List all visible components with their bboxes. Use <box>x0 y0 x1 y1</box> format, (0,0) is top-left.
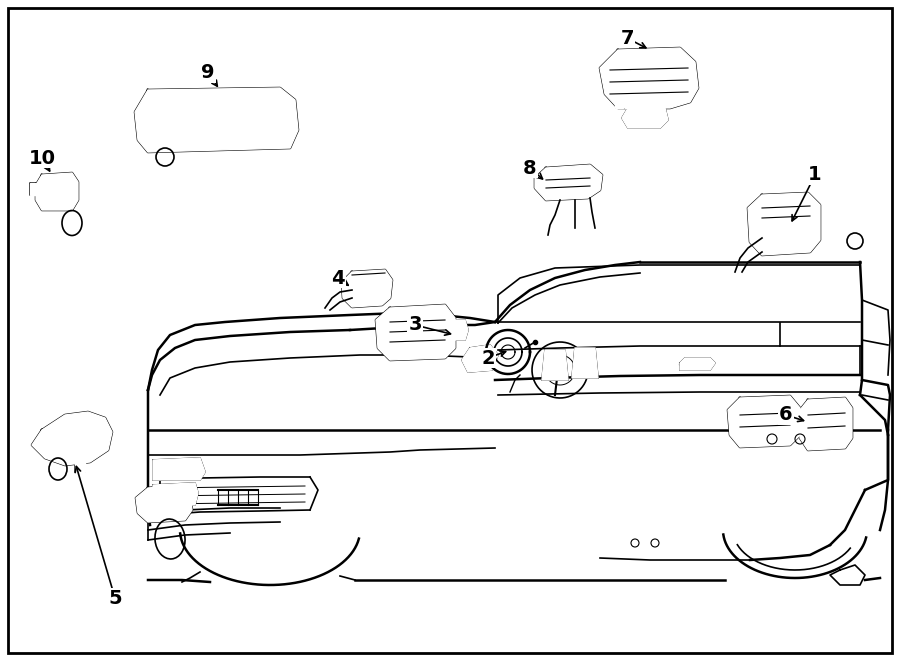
Polygon shape <box>462 345 498 372</box>
Polygon shape <box>680 358 715 370</box>
Text: 3: 3 <box>409 315 422 334</box>
Polygon shape <box>535 165 602 200</box>
Polygon shape <box>455 320 468 340</box>
Polygon shape <box>342 270 392 307</box>
Polygon shape <box>135 88 298 152</box>
Polygon shape <box>728 396 800 447</box>
Polygon shape <box>748 193 820 255</box>
Polygon shape <box>153 483 198 505</box>
Text: 9: 9 <box>202 63 215 83</box>
Polygon shape <box>32 412 112 465</box>
Text: 6: 6 <box>779 405 793 424</box>
Text: 2: 2 <box>482 348 495 368</box>
Polygon shape <box>376 305 455 360</box>
Polygon shape <box>635 102 643 108</box>
Polygon shape <box>645 102 653 108</box>
Polygon shape <box>153 458 205 480</box>
Text: 5: 5 <box>108 588 122 607</box>
Polygon shape <box>615 102 623 108</box>
Text: 10: 10 <box>29 149 56 167</box>
Polygon shape <box>800 398 852 450</box>
Text: 7: 7 <box>620 28 634 48</box>
Polygon shape <box>136 485 192 522</box>
Text: 1: 1 <box>808 165 822 184</box>
Polygon shape <box>572 348 598 378</box>
Text: 4: 4 <box>331 268 345 288</box>
Polygon shape <box>138 112 145 125</box>
Polygon shape <box>30 183 36 195</box>
Polygon shape <box>145 96 286 145</box>
Polygon shape <box>75 462 85 472</box>
Polygon shape <box>542 350 568 380</box>
Polygon shape <box>625 102 633 108</box>
Polygon shape <box>36 173 78 210</box>
Polygon shape <box>600 48 698 108</box>
Polygon shape <box>622 108 668 128</box>
Text: 8: 8 <box>523 159 536 178</box>
